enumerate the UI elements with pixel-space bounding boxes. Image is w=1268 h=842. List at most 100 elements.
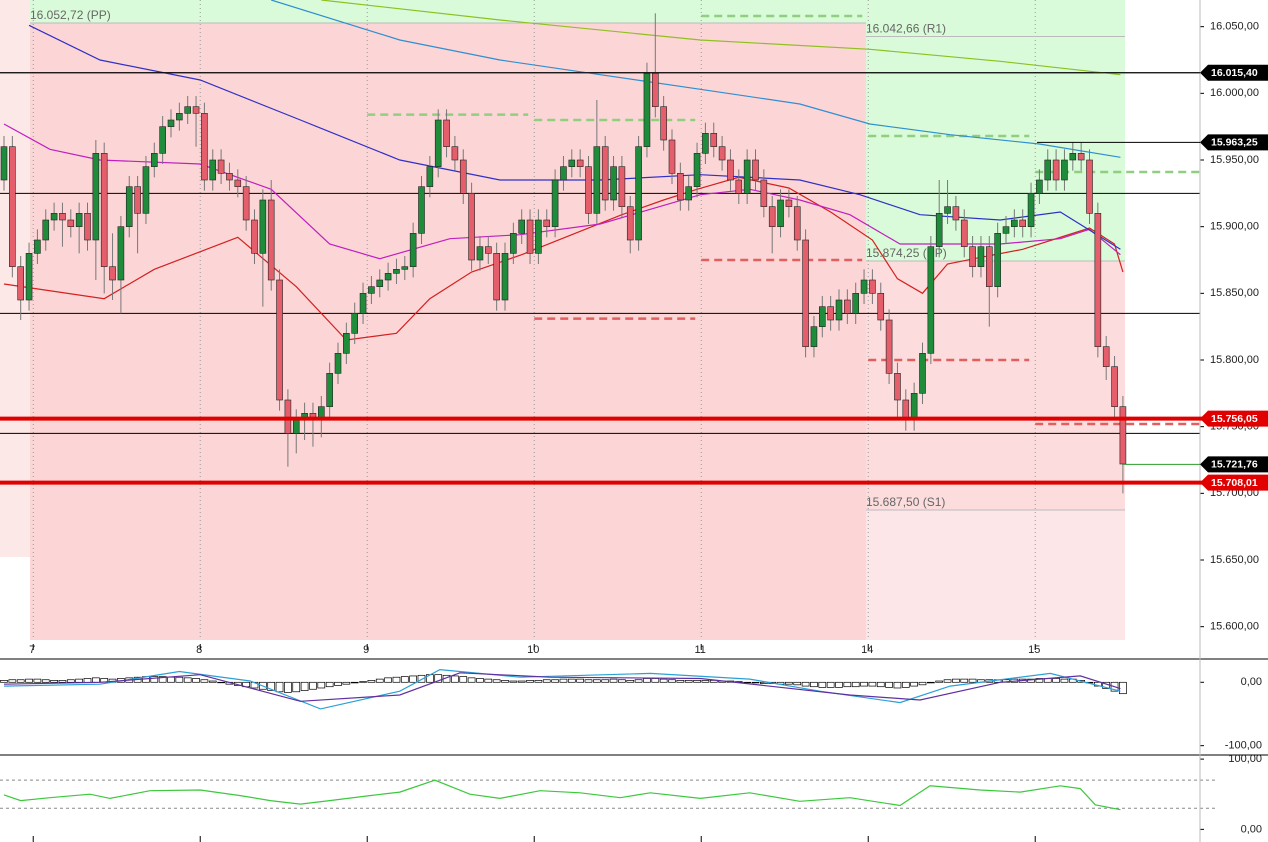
candle-body bbox=[443, 119, 450, 147]
macd-bar bbox=[8, 679, 17, 683]
macd-bar bbox=[542, 679, 551, 683]
candle-body bbox=[267, 199, 275, 281]
candle-body bbox=[100, 153, 108, 267]
candle-body bbox=[259, 199, 267, 254]
y-tick-label: 15.800,00 bbox=[1210, 354, 1259, 366]
candle-body bbox=[0, 146, 8, 181]
macd-bar bbox=[785, 681, 793, 685]
macd-bar bbox=[643, 678, 651, 683]
macd-bar bbox=[952, 678, 960, 683]
macd-bar bbox=[684, 680, 693, 683]
pivot-label: 16.052,72 (PP) bbox=[30, 8, 111, 22]
macd-line bbox=[3, 672, 1121, 702]
candle-body bbox=[860, 279, 868, 294]
candle-body bbox=[927, 246, 935, 354]
y-tick-label: 100,00 bbox=[1228, 753, 1262, 765]
candle-body bbox=[125, 186, 133, 227]
candle-body bbox=[977, 246, 985, 267]
macd-bar bbox=[400, 676, 409, 683]
candle-body bbox=[426, 166, 434, 187]
macd-bar bbox=[309, 681, 317, 690]
candle-body bbox=[585, 166, 592, 214]
macd-bar bbox=[810, 681, 818, 688]
candle-body bbox=[576, 159, 584, 167]
x-tick-label: 7 bbox=[29, 644, 35, 656]
candle-body bbox=[50, 213, 58, 221]
macd-bar bbox=[676, 680, 685, 683]
candle-body bbox=[25, 253, 33, 301]
macd-bar bbox=[592, 679, 601, 683]
candle-body bbox=[409, 233, 417, 267]
macd-bar bbox=[342, 681, 351, 685]
y-tick-label: -100,00 bbox=[1225, 740, 1262, 752]
candle-body bbox=[1011, 219, 1018, 227]
macd-bar bbox=[58, 680, 67, 683]
candle-body bbox=[368, 286, 375, 294]
macd-bar bbox=[751, 681, 760, 684]
candle-body bbox=[693, 153, 701, 187]
y-tick-label: 16.050,00 bbox=[1210, 21, 1259, 33]
candle-body bbox=[869, 279, 876, 294]
macd-bar bbox=[50, 680, 58, 683]
macd-bar bbox=[200, 679, 209, 683]
candle-body bbox=[885, 319, 893, 374]
macd-bar bbox=[384, 677, 392, 683]
macd-bar bbox=[885, 681, 893, 688]
macd-bar bbox=[609, 678, 618, 683]
candle-body bbox=[1094, 213, 1102, 347]
candle-body bbox=[451, 146, 459, 161]
macd-bar bbox=[509, 680, 518, 683]
candle-body bbox=[167, 119, 175, 127]
candle-body bbox=[9, 146, 16, 267]
candle-body bbox=[852, 293, 860, 314]
candle-body bbox=[985, 246, 993, 287]
candle-body bbox=[1061, 159, 1068, 181]
macd-bar bbox=[208, 680, 217, 683]
candle-body bbox=[668, 139, 676, 174]
price-tag-label: 15.721,76 bbox=[1211, 459, 1258, 471]
macd-bar bbox=[826, 681, 835, 688]
candle-body bbox=[493, 253, 500, 301]
candle-body bbox=[184, 106, 191, 114]
candle-body bbox=[501, 253, 509, 301]
candle-body bbox=[626, 206, 634, 241]
macd-bar bbox=[217, 681, 225, 684]
macd-bar bbox=[651, 678, 660, 683]
candle-body bbox=[1036, 179, 1043, 194]
candle-body bbox=[1119, 406, 1127, 465]
macd-bar bbox=[759, 681, 768, 684]
candle-body bbox=[434, 119, 442, 167]
candle-body bbox=[59, 213, 66, 221]
x-tick-label: 15 bbox=[1028, 644, 1040, 656]
macd-bar bbox=[476, 678, 484, 683]
candle-body bbox=[735, 179, 743, 194]
candle-body bbox=[835, 299, 843, 321]
macd-bar bbox=[275, 681, 284, 693]
macd-bar bbox=[818, 681, 827, 688]
y-tick-label: 0,00 bbox=[1241, 676, 1262, 688]
candle-body bbox=[818, 306, 826, 327]
price-tags: 16.015,40 15.963,25 15.756,05 15.721,76 15.7… bbox=[0, 64, 1268, 491]
macd-bar bbox=[659, 678, 668, 683]
candle-body bbox=[334, 353, 342, 374]
candle-body bbox=[151, 153, 158, 167]
macd-bar bbox=[801, 681, 810, 687]
macd-bar bbox=[634, 679, 643, 683]
macd-bar bbox=[618, 679, 626, 683]
candle-body bbox=[718, 146, 726, 161]
price-tag-label: 15.708,01 bbox=[1211, 477, 1258, 489]
y-tick-label: 15.900,00 bbox=[1210, 221, 1259, 233]
macd-bar bbox=[893, 681, 902, 689]
macd-bar bbox=[517, 680, 526, 683]
macd-bar bbox=[334, 681, 342, 686]
candle-body bbox=[468, 193, 475, 261]
candle-body bbox=[752, 159, 759, 181]
candle-body bbox=[935, 213, 943, 247]
macd-bar bbox=[868, 681, 877, 687]
candle-body bbox=[351, 313, 359, 334]
candle-body bbox=[476, 246, 484, 261]
candle-body bbox=[117, 226, 125, 281]
macd-bar bbox=[175, 676, 184, 683]
candle-body bbox=[526, 219, 534, 254]
